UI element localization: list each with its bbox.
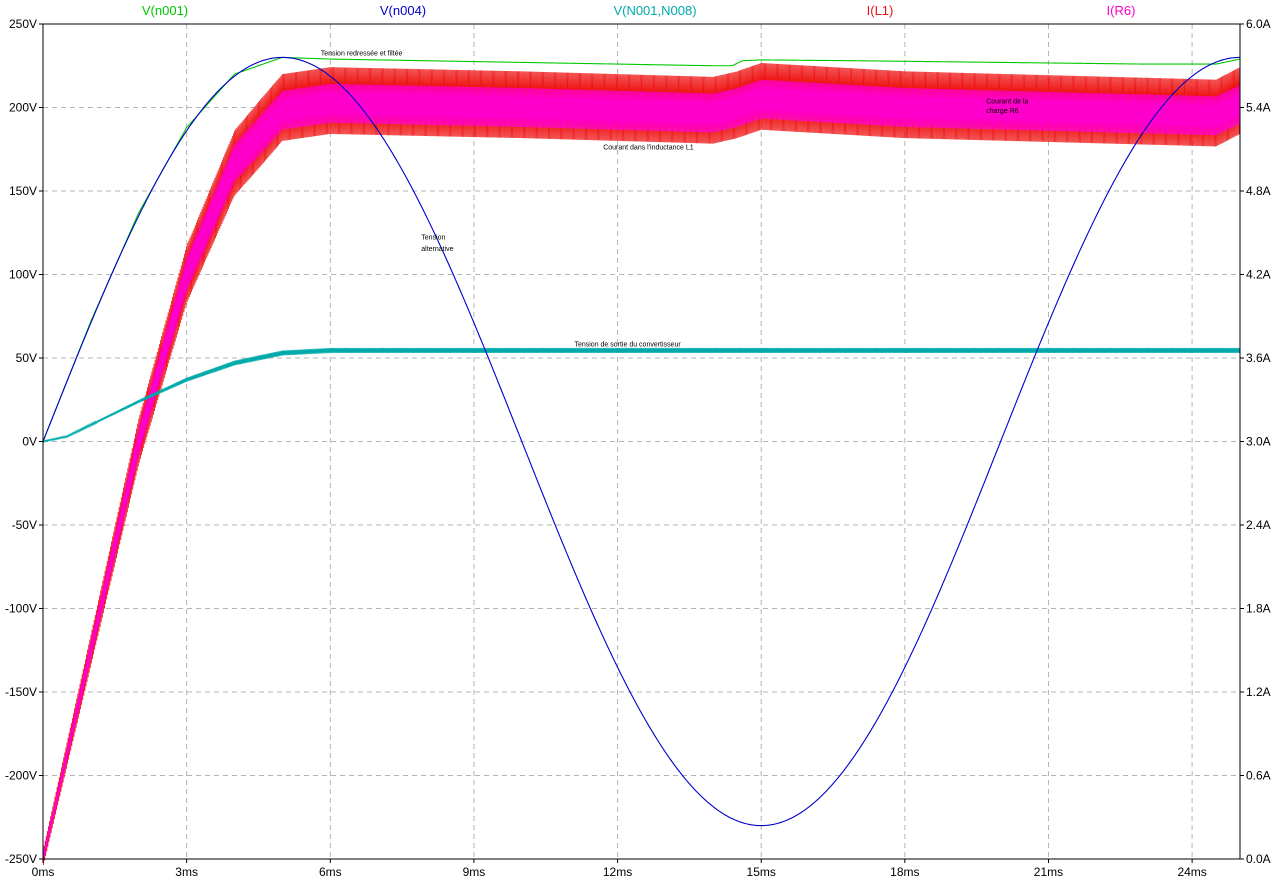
x-tick-label: 21ms — [1034, 865, 1063, 879]
y-left-tick-label: -100V — [5, 602, 37, 616]
y-right-tick-label: 6.0A — [1246, 17, 1271, 31]
y-left-tick-label: -50V — [12, 518, 37, 532]
x-tick-label: 18ms — [890, 865, 919, 879]
y-right-tick-label: 3.0A — [1246, 435, 1271, 449]
y-right-tick-label: 2.4A — [1246, 518, 1271, 532]
y-right-tick-label: 4.8A — [1246, 184, 1271, 198]
annotation-label: Tension redressée et filtée — [321, 51, 403, 58]
y-right-tick-label: 3.6A — [1246, 351, 1271, 365]
annotations: Tension redressée et filtée Courant dans … — [321, 51, 1029, 349]
legend-entry: I(R6) — [1107, 3, 1136, 18]
y-right-tick-label: 4.2A — [1246, 268, 1271, 282]
series-layer — [42, 56, 1241, 866]
series-line-v-n001 — [42, 56, 1241, 442]
legend-entry: V(N001,N008) — [613, 3, 696, 18]
x-tick-label: 12ms — [603, 865, 632, 879]
y-left-tick-label: -150V — [5, 685, 37, 699]
y-left-tick-label: 200V — [9, 101, 37, 115]
x-tick-label: 6ms — [319, 865, 342, 879]
y-left-axis-ticks: 250V 200V 150V 100V 50V 0V -50V -100V -150V -200V… — [5, 17, 43, 866]
y-left-tick-label: 0V — [22, 435, 37, 449]
annotation-label: Courant dans l'inductance L1 — [603, 144, 694, 151]
annotation-label: Courant de la — [986, 98, 1028, 105]
y-left-tick-label: 100V — [9, 268, 37, 282]
y-left-tick-label: 150V — [9, 184, 37, 198]
y-right-tick-label: 1.8A — [1246, 602, 1271, 616]
annotation-label: Tension de sortie du convertisseur — [574, 341, 681, 348]
x-tick-label: 15ms — [747, 865, 776, 879]
grid — [43, 24, 1240, 859]
y-right-tick-label: 0.0A — [1246, 852, 1271, 866]
x-tick-label: 0ms — [32, 865, 55, 879]
x-tick-label: 9ms — [463, 865, 486, 879]
annotation-label: alternative — [421, 246, 453, 253]
y-left-tick-label: 50V — [16, 351, 37, 365]
legend-entry: I(L1) — [867, 3, 894, 18]
x-tick-label: 24ms — [1177, 865, 1206, 879]
annotation-label: charge R6 — [986, 108, 1018, 115]
legend-entry: V(n004) — [380, 3, 426, 18]
x-tick-label: 3ms — [175, 865, 198, 879]
y-left-tick-label: -200V — [5, 769, 37, 783]
y-right-tick-label: 1.2A — [1246, 685, 1271, 699]
y-left-tick-label: -250V — [5, 852, 37, 866]
legend-entry: V(n001) — [142, 3, 188, 18]
y-left-tick-label: 250V — [9, 17, 37, 31]
y-right-axis-ticks: 6.0A 5.4A 4.8A 4.2A 3.6A 3.0A 2.4A 1.8A 1.2A 0.6A… — [1240, 17, 1271, 866]
series-line-v-n004 — [42, 56, 1241, 827]
y-right-tick-label: 5.4A — [1246, 101, 1271, 115]
series-line-i-r6 — [42, 79, 1241, 862]
legend: V(n001) V(n004) V(N001,N008) I(L1) I(R6) — [142, 3, 1136, 18]
annotation-label: Tension — [421, 234, 445, 241]
series-line-v-n001-n008 — [42, 347, 1241, 444]
y-right-tick-label: 0.6A — [1246, 769, 1271, 783]
x-axis-ticks: 0ms 3ms 6ms 9ms 12ms 15ms 18ms 21ms 24ms — [32, 859, 1207, 879]
